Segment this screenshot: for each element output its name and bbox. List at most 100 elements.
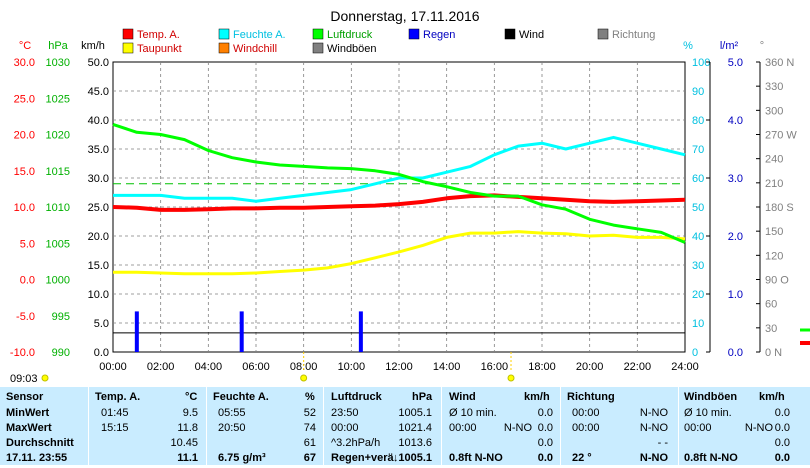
weather-chart: Donnerstag, 17.11.2016 °C hPa km/h % l/m… <box>10 8 810 385</box>
humidity-tick-label: 20 <box>692 289 704 301</box>
legend-swatch-direction <box>597 28 609 40</box>
x-tick-label: 22:00 <box>624 361 652 373</box>
direction-tick-label: 0 N <box>765 347 782 359</box>
temp-tick-label: 30.0 <box>14 57 35 69</box>
cell-gust-val: 0.0 <box>774 422 790 434</box>
time-marker-dot <box>41 374 49 382</box>
pressure-tick-label: 1015 <box>46 166 70 178</box>
cell-press-val: 1013.6 <box>398 437 432 449</box>
cell-press-time: Regen+verä <box>331 452 394 464</box>
wind-tick-label: 10.0 <box>88 289 109 301</box>
chart-title: Donnerstag, 17.11.2016 <box>330 8 479 24</box>
cell-dir-val: - - <box>657 437 668 449</box>
cell-label: MaxWert <box>6 422 52 434</box>
cell-press-val: 1021.4 <box>398 422 432 434</box>
direction-tick-label: 180 S <box>765 202 794 214</box>
cell-hum-val: 52 <box>303 407 316 419</box>
wind-tick-label: 25.0 <box>88 202 109 214</box>
humidity-tick-label: 50 <box>692 202 704 214</box>
rain-tick-label: 2.0 <box>728 231 743 243</box>
direction-tick-label: 120 <box>765 250 783 262</box>
humidity-tick-label: 10 <box>692 318 704 330</box>
direction-tick-label: 30 <box>765 323 777 335</box>
cell-press-time: 00:00 <box>331 422 359 434</box>
direction-tick-label: 300 <box>765 105 783 117</box>
wind-axis-unit: km/h <box>81 40 105 52</box>
temp-tick-label: 20.0 <box>14 130 35 142</box>
cell-dir-val: N-NO <box>639 407 668 419</box>
humidity-tick-label: 100 <box>692 57 710 69</box>
cell-wind-dir: N-NO <box>503 422 532 434</box>
wind-tick-label: 40.0 <box>88 115 109 127</box>
cell-dir-val: N-NO <box>639 452 668 464</box>
cell-gust-time: Ø 10 min. <box>684 407 732 419</box>
cell-press-time: 23:50 <box>331 407 359 419</box>
legend: Temp. A. Taupunkt Feuchte A. Windchill Luftd… <box>122 28 655 55</box>
cell-hum-time: 20:50 <box>218 422 246 434</box>
x-tick-label: 06:00 <box>242 361 270 373</box>
cell-wind-time: Ø 10 min. <box>449 407 497 419</box>
cell-gust-time: 0.8ft N-NO <box>684 452 738 464</box>
cell-temp-val: 11.8 <box>177 422 198 434</box>
time-marker-label: 09:03 <box>10 373 38 385</box>
x-tick-label: 24:00 <box>671 361 699 373</box>
humidity-tick-label: 30 <box>692 260 704 272</box>
header-humidity-unit: % <box>305 391 315 403</box>
cell-wind-time: 00:00 <box>449 422 477 434</box>
direction-tick-label: 330 <box>765 81 783 93</box>
rain-tick-label: 3.0 <box>728 173 743 185</box>
pressure-tick-label: 1010 <box>46 202 70 214</box>
temp-tick-label: 25.0 <box>14 93 35 105</box>
cell-gust-dir: N-NO <box>744 422 773 434</box>
pressure-tick-label: 1000 <box>46 275 70 287</box>
series-line-temp <box>112 193 686 212</box>
legend-swatch-windchill <box>218 42 230 54</box>
temp-tick-label: -10.0 <box>10 347 35 359</box>
pressure-tick-label: 1020 <box>46 130 70 142</box>
pressure-tick-label: 990 <box>52 347 70 359</box>
table-header-row: Sensor Temp. A. °C Feuchte A. % Luftdruc… <box>0 391 810 407</box>
cell-temp-time: 15:15 <box>101 422 129 434</box>
legend-label-dew: Taupunkt <box>137 43 182 55</box>
cell-hum-time: 6.75 g/m³ <box>218 452 266 464</box>
cell-temp-val: 10.45 <box>170 437 198 449</box>
wind-tick-label: 15.0 <box>88 260 109 272</box>
bottom-marker <box>300 374 308 382</box>
series-line-temp <box>113 230 686 276</box>
pressure-tick-label: 1030 <box>46 57 70 69</box>
humidity-tick-label: 70 <box>692 144 704 156</box>
header-humidity: Feuchte A. <box>213 391 269 403</box>
cell-wind-val: 0.0 <box>537 452 553 464</box>
x-tick-label: 16:00 <box>481 361 509 373</box>
pressure-tick-label: 1025 <box>46 93 70 105</box>
header-gusts: Windböen <box>684 391 738 403</box>
x-tick-label: 20:00 <box>576 361 604 373</box>
legend-swatch-humidity <box>218 28 230 40</box>
temp-tick-label: 0.0 <box>20 275 35 287</box>
pressure-tick-label: 995 <box>52 311 70 323</box>
cell-dir-val: N-NO <box>639 422 668 434</box>
legend-swatch-gusts <box>312 42 324 54</box>
wind-tick-label: 30.0 <box>88 173 109 185</box>
legend-swatch-temp <box>122 28 134 40</box>
temp-tick-label: 15.0 <box>14 166 35 178</box>
cell-hum-time: 05:55 <box>218 407 246 419</box>
x-tick-label: 00:00 <box>99 361 127 373</box>
cell-dir-time: 22 ° <box>572 452 592 464</box>
legend-swatch-wind <box>504 28 516 40</box>
cell-label: 17.11. 23:55 <box>6 452 68 464</box>
legend-label-windchill: Windchill <box>233 43 277 55</box>
rain-tick-label: 4.0 <box>728 115 743 127</box>
legend-swatch-pressure <box>312 28 324 40</box>
humidity-tick-label: 40 <box>692 231 704 243</box>
cell-temp-time: 01:45 <box>101 407 129 419</box>
pressure-tick-label: 1005 <box>46 238 70 250</box>
wind-tick-label: 20.0 <box>88 231 109 243</box>
cell-label: Durchschnitt <box>6 437 74 449</box>
temp-tick-label: -5.0 <box>16 311 35 323</box>
wind-tick-label: 5.0 <box>94 318 109 330</box>
plot-area <box>41 122 810 382</box>
x-tick-label: 14:00 <box>433 361 461 373</box>
bottom-marker <box>507 374 515 382</box>
cell-gust-time: 00:00 <box>684 422 712 434</box>
